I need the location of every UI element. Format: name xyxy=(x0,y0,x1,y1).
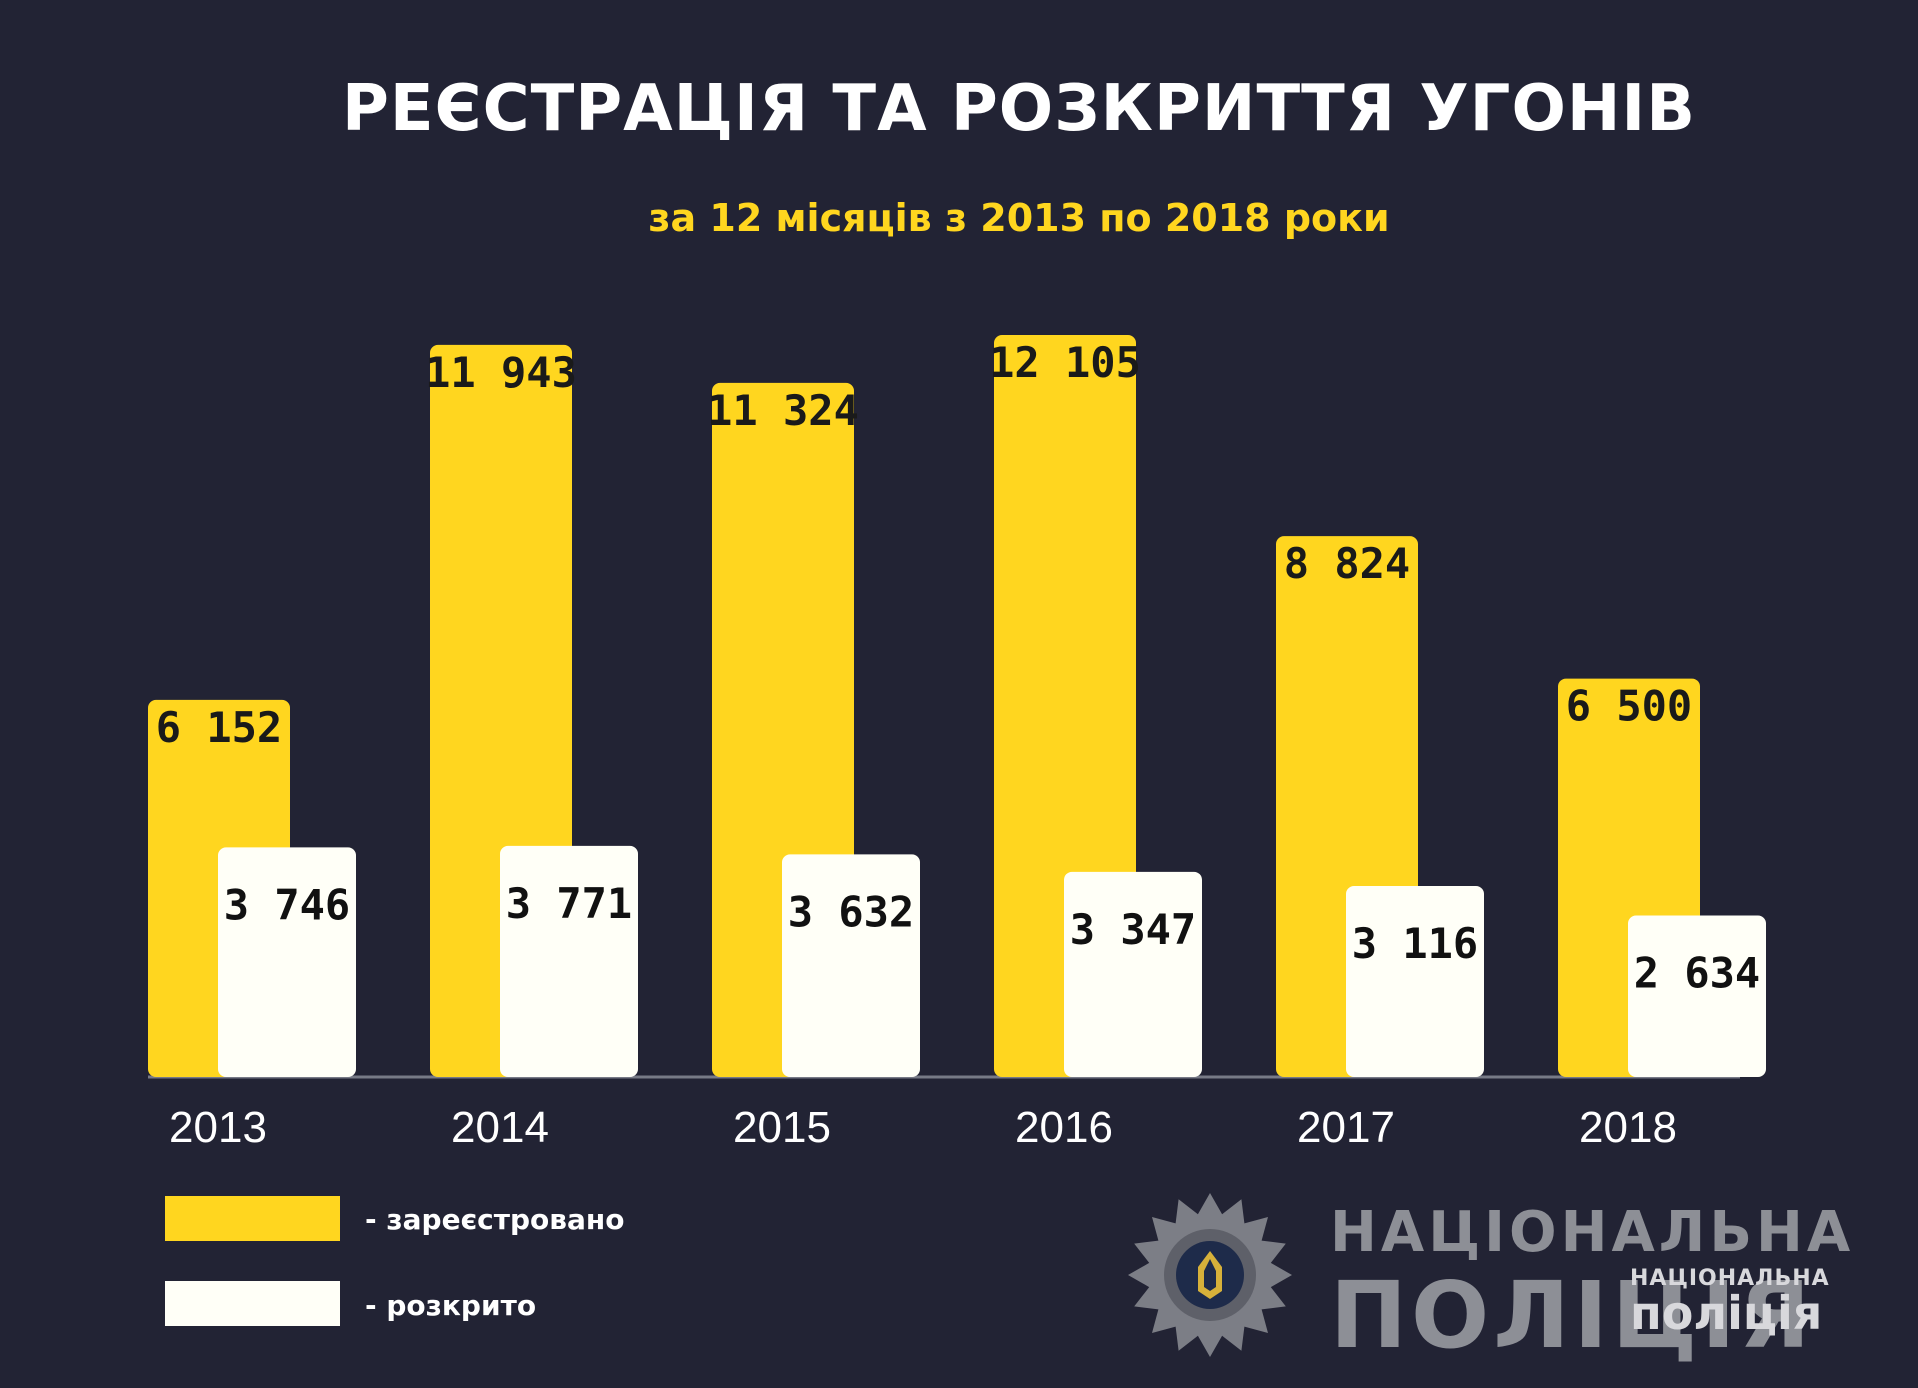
label-registered-2018: 6 500 xyxy=(1566,682,1692,731)
bar-solved-2013 xyxy=(218,847,356,1077)
brand-name-line2: ПОЛІЦІЯ xyxy=(1330,1262,1815,1369)
watermark-bottom: поліція xyxy=(1630,1286,1823,1340)
chart-title: РЕЄСТРАЦІЯ ТА РОЗКРИТТЯ УГОНІВ xyxy=(342,72,1696,146)
bar-chart: 6 152 3 746 2013 11 943 3 771 2014 11 324 3 632… xyxy=(148,335,1766,1152)
x-tick-label-2015: 2015 xyxy=(733,1103,831,1152)
label-registered-2015: 11 324 xyxy=(707,386,859,435)
label-solved-2016: 3 347 xyxy=(1070,905,1196,954)
bar-solved-2018 xyxy=(1628,915,1766,1077)
label-solved-2018: 2 634 xyxy=(1634,949,1760,998)
x-tick-label-2014: 2014 xyxy=(451,1103,549,1152)
chart-subtitle: за 12 місяців з 2013 по 2018 роки xyxy=(648,196,1390,240)
label-registered-2016: 12 105 xyxy=(989,338,1141,387)
legend-swatch-registered xyxy=(165,1196,340,1241)
bar-solved-2016 xyxy=(1064,871,1202,1077)
x-tick-label-2018: 2018 xyxy=(1579,1103,1677,1152)
police-star-badge-icon xyxy=(1128,1193,1292,1357)
bar-solved-2015 xyxy=(782,854,920,1077)
legend-swatch-solved xyxy=(165,1281,340,1326)
label-solved-2014: 3 771 xyxy=(506,879,632,928)
watermark-top: НАЦІОНАЛЬНА xyxy=(1630,1266,1830,1291)
label-solved-2017: 3 116 xyxy=(1352,919,1478,968)
legend-label-registered: - зареєстровано xyxy=(365,1203,625,1236)
x-tick-label-2017: 2017 xyxy=(1297,1103,1395,1152)
brand-name-line1: НАЦІОНАЛЬНА xyxy=(1330,1200,1855,1265)
label-registered-2014: 11 943 xyxy=(425,348,577,397)
label-solved-2013: 3 746 xyxy=(224,880,350,929)
label-registered-2017: 8 824 xyxy=(1284,539,1410,588)
watermark: НАЦІОНАЛЬНА поліція xyxy=(1630,1266,1830,1340)
bar-solved-2014 xyxy=(500,845,638,1077)
bar-solved-2017 xyxy=(1346,885,1484,1077)
x-tick-label-2016: 2016 xyxy=(1015,1103,1113,1152)
legend-label-solved: - розкрито xyxy=(365,1289,537,1322)
x-tick-label-2013: 2013 xyxy=(169,1103,267,1152)
label-solved-2015: 3 632 xyxy=(788,887,914,936)
label-registered-2013: 6 152 xyxy=(156,703,282,752)
